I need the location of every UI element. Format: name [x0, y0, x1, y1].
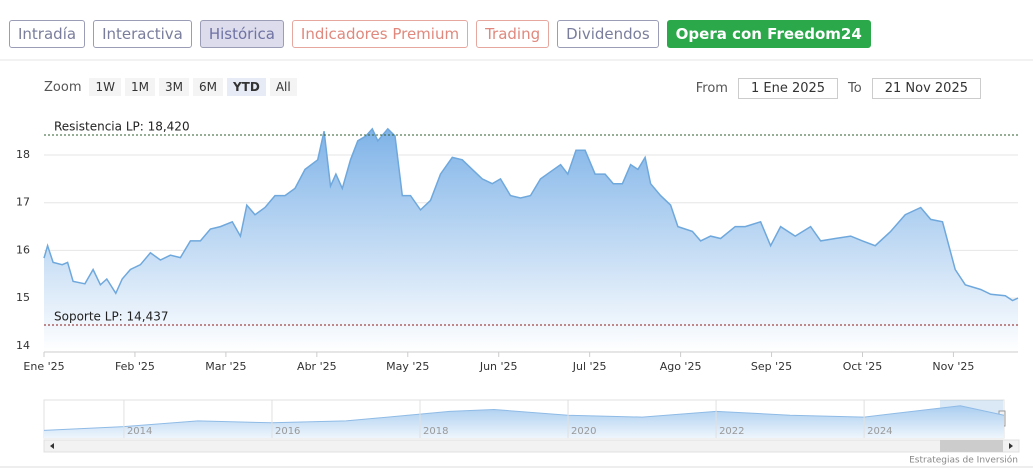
x-tick-label: 2018 [423, 426, 448, 437]
tab[interactable]: Indicadores Premium [291, 20, 469, 48]
area [44, 128, 1018, 352]
zoom-button[interactable]: YTD [226, 78, 266, 96]
x-tick-label: Abr '25 [297, 360, 337, 373]
x-tick-label: Nov '25 [932, 360, 974, 373]
y-tick-label: 14 [16, 339, 30, 352]
tabs: Intradía Interactiva Histórica Indicadores … [9, 20, 871, 48]
y-tick-label: 16 [16, 243, 30, 256]
credit: Estrategias de Inversión [909, 455, 1018, 466]
x-tick-label: Ene '25 [23, 360, 64, 373]
zoom-button[interactable]: All [269, 78, 297, 96]
x-tick-label: 2014 [127, 426, 152, 437]
line [43, 127, 1019, 302]
x-tick-label: 2024 [867, 426, 892, 437]
zoom-button[interactable]: 1W [89, 78, 121, 96]
scroll-right[interactable] [1009, 443, 1013, 449]
x-tick-label: May '25 [386, 360, 429, 373]
level-label: Soporte LP: 14,437 [54, 309, 169, 323]
scrollbar[interactable] [43, 439, 1020, 453]
x-tick-label: 2016 [275, 426, 300, 437]
x-tick-label: Mar '25 [205, 360, 246, 373]
scroll-left[interactable] [50, 443, 54, 449]
x-tick-label: Jun '25 [479, 360, 518, 373]
from-input[interactable]: 1 Ene 2025 [737, 78, 839, 99]
scrollbar-thumb[interactable] [940, 440, 1003, 452]
line [43, 405, 1005, 431]
tab[interactable]: Histórica [199, 20, 284, 48]
tab[interactable]: Trading [476, 20, 550, 48]
tab[interactable]: Opera con Freedom24 [666, 20, 871, 48]
y-tick-label: 17 [16, 196, 30, 209]
tab[interactable]: Dividendos [557, 20, 659, 48]
x-tick-label: Ago '25 [660, 360, 702, 373]
zoom-button[interactable]: 1M [124, 78, 155, 96]
date-range: From 1 Ene 2025 To 21 Nov 2025 [696, 78, 981, 99]
zoom-button[interactable]: 6M [192, 78, 223, 96]
from-label: From [695, 81, 728, 96]
to-label: To [848, 81, 862, 96]
zoom-button[interactable]: 3M [158, 78, 189, 96]
area [44, 405, 1004, 438]
level-label: Resistencia LP: 18,420 [54, 120, 190, 134]
x-tick-label: 2020 [571, 426, 596, 437]
x-tick-label: Feb '25 [115, 360, 155, 373]
x-tick-label: Sep '25 [751, 360, 792, 373]
x-tick-label: Jul '25 [572, 360, 607, 373]
x-tick-label: Oct '25 [843, 360, 883, 373]
zoom-bar: Zoom 1W 1M 3M 6M YTD All [44, 78, 297, 96]
y-tick-label: 15 [16, 291, 30, 304]
y-tick-label: 18 [16, 148, 30, 161]
tab[interactable]: Interactiva [93, 20, 192, 48]
x-tick-label: 2022 [719, 426, 744, 437]
tab[interactable]: Intradía [9, 20, 86, 48]
to-input[interactable]: 21 Nov 2025 [871, 78, 981, 99]
zoom-label: Zoom [44, 79, 82, 95]
